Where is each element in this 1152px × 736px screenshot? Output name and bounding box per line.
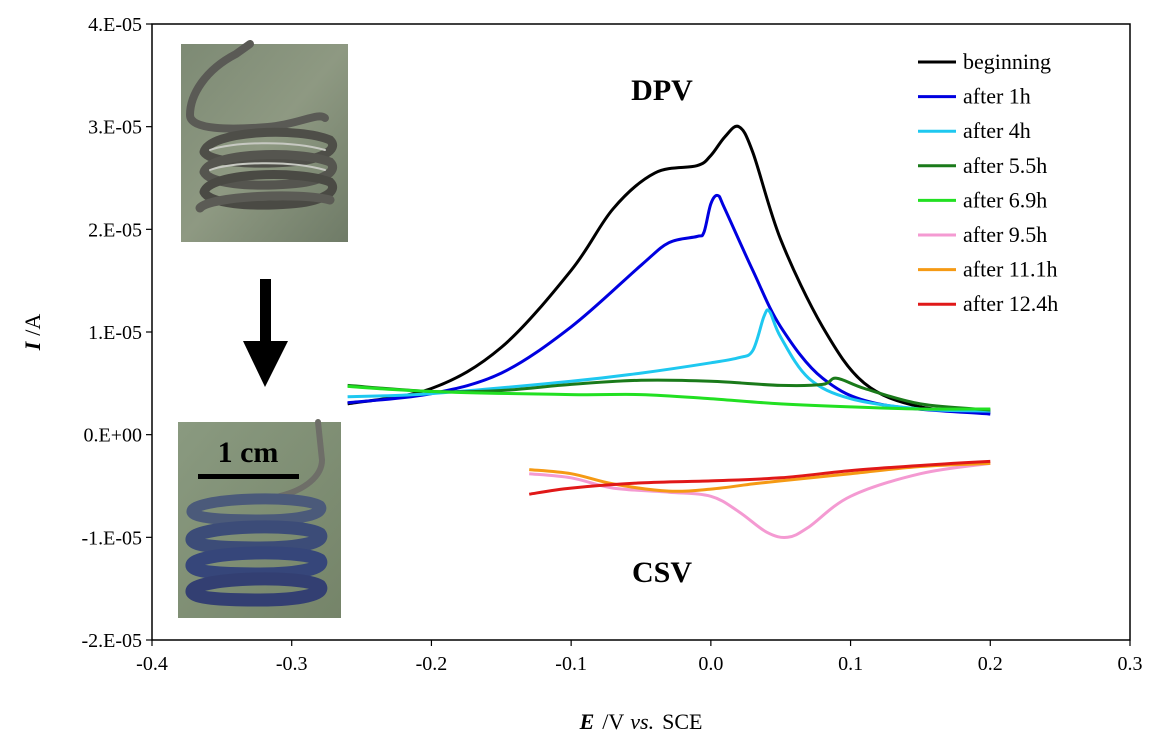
x-tick-label: 0.1: [838, 653, 863, 675]
legend-label-after-11-1h: after 11.1h: [963, 257, 1057, 282]
y-tick-label: 3.E-05: [88, 117, 142, 139]
coil-before-photo: [181, 40, 348, 242]
legend-label-beginning: beginning: [963, 49, 1051, 74]
series-line-after-6-9h: [347, 384, 991, 411]
y-tick-label: 1.E-05: [88, 322, 142, 344]
scale-bar: [198, 474, 299, 479]
legend-label-after-9-5h: after 9.5h: [963, 222, 1047, 247]
axis-ticks: -0.4 -0.3 -0.2 -0.1 0.0 0.1 0.2 0.3 4.E-05 3.E-05…: [81, 14, 1142, 675]
series-line-after-9-5h: [529, 461, 991, 540]
legend-label-after-12-4h: after 12.4h: [963, 291, 1058, 316]
x-tick-label: 0.0: [698, 653, 723, 675]
y-tick-label: -2.E-05: [81, 630, 142, 652]
legend: beginning after 1h after 4h after 5.5h after…: [918, 49, 1058, 316]
coil-after-photo: 1 cm: [178, 419, 341, 618]
series-line-after-4h: [347, 308, 991, 413]
y-tick-label: 4.E-05: [88, 14, 142, 36]
series-line-after-11-1h: [529, 461, 991, 493]
x-tick-label: 0.3: [1118, 653, 1143, 675]
csv-annotation: CSV: [632, 556, 692, 589]
dpv-annotation: DPV: [631, 74, 693, 107]
scale-bar-label: 1 cm: [218, 436, 279, 469]
series-line-after-5-5h: [347, 376, 991, 412]
legend-label-after-6-9h: after 6.9h: [963, 187, 1047, 212]
y-axis-title: I/A: [20, 314, 45, 352]
series-line-beginning: [347, 124, 991, 414]
x-axis-title: E/V vs. SCE: [579, 709, 703, 734]
x-tick-label: -0.4: [136, 653, 168, 675]
x-tick-label: -0.1: [555, 653, 587, 675]
legend-label-after-5-5h: after 5.5h: [963, 153, 1047, 178]
series-line-after-1h: [347, 193, 991, 416]
legend-label-after-4h: after 4h: [963, 118, 1031, 143]
legend-label-after-1h: after 1h: [963, 84, 1031, 109]
x-tick-label: -0.2: [416, 653, 448, 675]
arrow-down-icon: [243, 279, 288, 387]
series-line-after-12-4h: [528, 459, 991, 496]
y-tick-label: -1.E-05: [81, 527, 142, 549]
y-tick-label: 0.E+00: [84, 425, 143, 447]
y-tick-label: 2.E-05: [88, 219, 142, 241]
series-lines: [347, 124, 991, 540]
x-tick-label: 0.2: [978, 653, 1003, 675]
x-tick-label: -0.3: [276, 653, 308, 675]
